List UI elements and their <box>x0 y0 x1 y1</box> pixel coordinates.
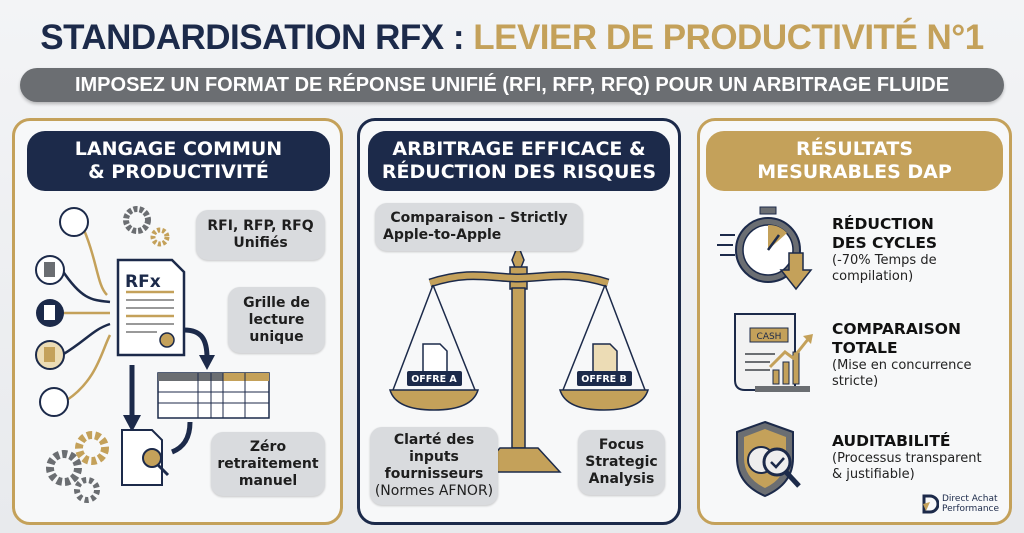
rfx-label: RFx <box>125 272 161 292</box>
result-item-audit: AUDITABILITÉ (Processus transparent & just… <box>832 432 982 482</box>
rfx-flow-illustration: RFx <box>35 206 270 503</box>
stopwatch-icon <box>717 206 813 291</box>
gears-report-icon <box>46 429 170 503</box>
page-title: STANDARDISATION RFX : LEVIER DE PRODUCTI… <box>40 18 984 57</box>
panel-header: LANGAGE COMMUN & PRODUCTIVITÉ <box>27 131 330 191</box>
bubble-unified: RFI, RFP, RFQ Unifiés <box>196 210 325 260</box>
comparison-table-icon <box>157 372 270 419</box>
panel-header: ARBITRAGE EFFICACE & RÉDUCTION DES RISQUE… <box>368 131 670 191</box>
cash-chart-icon: CASH <box>734 313 813 392</box>
rfx-document-icon <box>116 258 186 357</box>
bubble-zero-reprocessing: Zéro retraitement manuel <box>211 432 325 496</box>
logo: Direct Achat Performance <box>921 494 999 514</box>
shield-check-icon <box>736 420 801 498</box>
bubble-strategic-focus: Focus Strategic Analysis <box>578 430 665 495</box>
source-doc-icons <box>35 207 89 417</box>
result-item-cycles: RÉDUCTION DES CYCLES (-70% Temps de compila… <box>832 215 938 284</box>
offre-a-label: OFFRE A <box>411 374 457 385</box>
balance-scale-icon: OFFRE A OFFRE B <box>388 242 650 473</box>
bubble-supplier-clarity: Clarté des inputs fournisseurs (Normes AFNO… <box>370 427 498 505</box>
gears-icon <box>123 206 170 247</box>
logo-mark-icon <box>922 494 939 514</box>
panel-header: RÉSULTATS MESURABLES DAP <box>706 131 1003 191</box>
bubble-apple-to-apple: Comparaison – Strictly Apple-to-Apple <box>375 203 583 251</box>
bubble-reading-grid: Grille de lecture unique <box>228 287 325 353</box>
result-item-comparison: COMPARAISON TOTALE (Mise en concurrence str… <box>832 320 972 389</box>
subtitle-banner: IMPOSEZ UN FORMAT DE RÉPONSE UNIFIÉ (RFI… <box>20 68 1004 102</box>
offre-b-label: OFFRE B <box>581 374 626 385</box>
cash-label: CASH <box>757 332 782 342</box>
